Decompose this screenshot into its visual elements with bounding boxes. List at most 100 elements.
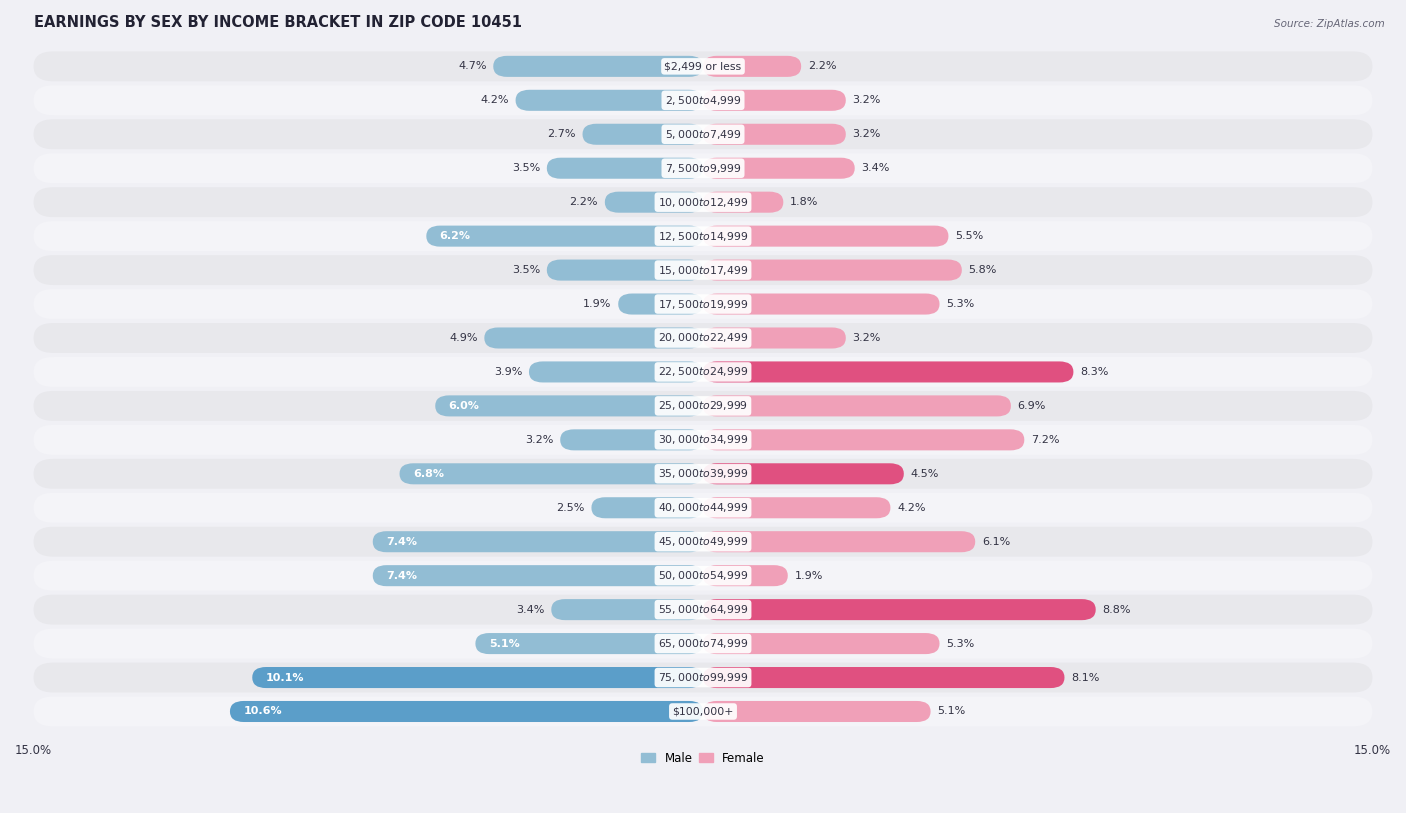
FancyBboxPatch shape [34, 459, 1372, 489]
Text: 2.5%: 2.5% [557, 502, 585, 513]
FancyBboxPatch shape [703, 192, 783, 213]
Text: 4.2%: 4.2% [897, 502, 925, 513]
Text: 4.9%: 4.9% [449, 333, 478, 343]
FancyBboxPatch shape [34, 391, 1372, 421]
Text: 5.3%: 5.3% [946, 638, 974, 649]
Text: $50,000 to $54,999: $50,000 to $54,999 [658, 569, 748, 582]
Text: 3.4%: 3.4% [516, 605, 544, 615]
FancyBboxPatch shape [703, 158, 855, 179]
Text: 3.2%: 3.2% [852, 129, 882, 139]
FancyBboxPatch shape [373, 565, 703, 586]
FancyBboxPatch shape [703, 531, 976, 552]
Text: 1.9%: 1.9% [794, 571, 823, 580]
Text: $2,499 or less: $2,499 or less [665, 61, 741, 72]
FancyBboxPatch shape [34, 255, 1372, 285]
FancyBboxPatch shape [34, 221, 1372, 251]
Text: 2.2%: 2.2% [808, 61, 837, 72]
FancyBboxPatch shape [34, 628, 1372, 659]
Text: $75,000 to $99,999: $75,000 to $99,999 [658, 671, 748, 684]
Text: 3.2%: 3.2% [852, 95, 882, 106]
Text: $5,000 to $7,499: $5,000 to $7,499 [665, 128, 741, 141]
FancyBboxPatch shape [34, 51, 1372, 81]
FancyBboxPatch shape [252, 667, 703, 688]
FancyBboxPatch shape [34, 85, 1372, 115]
Text: $30,000 to $34,999: $30,000 to $34,999 [658, 433, 748, 446]
Text: 6.1%: 6.1% [981, 537, 1010, 546]
Text: 5.5%: 5.5% [955, 231, 983, 241]
Text: $40,000 to $44,999: $40,000 to $44,999 [658, 502, 748, 515]
FancyBboxPatch shape [494, 56, 703, 77]
FancyBboxPatch shape [34, 493, 1372, 523]
Text: 4.2%: 4.2% [481, 95, 509, 106]
FancyBboxPatch shape [703, 56, 801, 77]
FancyBboxPatch shape [703, 599, 1095, 620]
FancyBboxPatch shape [34, 120, 1372, 150]
Text: EARNINGS BY SEX BY INCOME BRACKET IN ZIP CODE 10451: EARNINGS BY SEX BY INCOME BRACKET IN ZIP… [34, 15, 522, 30]
FancyBboxPatch shape [703, 89, 846, 111]
Text: 10.6%: 10.6% [243, 706, 283, 716]
FancyBboxPatch shape [34, 357, 1372, 387]
Text: 5.8%: 5.8% [969, 265, 997, 275]
FancyBboxPatch shape [703, 124, 846, 145]
FancyBboxPatch shape [34, 425, 1372, 454]
FancyBboxPatch shape [703, 259, 962, 280]
FancyBboxPatch shape [231, 701, 703, 722]
FancyBboxPatch shape [703, 498, 890, 518]
FancyBboxPatch shape [582, 124, 703, 145]
Text: 1.9%: 1.9% [583, 299, 612, 309]
FancyBboxPatch shape [34, 663, 1372, 693]
Text: 5.1%: 5.1% [489, 638, 520, 649]
FancyBboxPatch shape [703, 328, 846, 349]
Text: 6.2%: 6.2% [440, 231, 471, 241]
FancyBboxPatch shape [426, 225, 703, 246]
FancyBboxPatch shape [34, 187, 1372, 217]
FancyBboxPatch shape [605, 192, 703, 213]
FancyBboxPatch shape [703, 667, 1064, 688]
Text: $35,000 to $39,999: $35,000 to $39,999 [658, 467, 748, 480]
FancyBboxPatch shape [34, 594, 1372, 624]
FancyBboxPatch shape [516, 89, 703, 111]
FancyBboxPatch shape [703, 225, 949, 246]
Text: 3.4%: 3.4% [862, 163, 890, 173]
Text: $22,500 to $24,999: $22,500 to $24,999 [658, 365, 748, 378]
FancyBboxPatch shape [703, 701, 931, 722]
Text: $7,500 to $9,999: $7,500 to $9,999 [665, 162, 741, 175]
Text: 4.5%: 4.5% [911, 469, 939, 479]
FancyBboxPatch shape [475, 633, 703, 654]
Text: $15,000 to $17,499: $15,000 to $17,499 [658, 263, 748, 276]
FancyBboxPatch shape [703, 463, 904, 485]
FancyBboxPatch shape [547, 158, 703, 179]
FancyBboxPatch shape [399, 463, 703, 485]
FancyBboxPatch shape [34, 527, 1372, 557]
Text: $65,000 to $74,999: $65,000 to $74,999 [658, 637, 748, 650]
Text: 1.8%: 1.8% [790, 198, 818, 207]
Text: $25,000 to $29,999: $25,000 to $29,999 [658, 399, 748, 412]
Text: 3.5%: 3.5% [512, 265, 540, 275]
Text: $17,500 to $19,999: $17,500 to $19,999 [658, 298, 748, 311]
FancyBboxPatch shape [484, 328, 703, 349]
Text: 6.8%: 6.8% [413, 469, 444, 479]
FancyBboxPatch shape [703, 429, 1025, 450]
Text: 7.4%: 7.4% [387, 537, 418, 546]
Text: $55,000 to $64,999: $55,000 to $64,999 [658, 603, 748, 616]
FancyBboxPatch shape [34, 154, 1372, 183]
FancyBboxPatch shape [34, 561, 1372, 590]
FancyBboxPatch shape [619, 293, 703, 315]
Text: 3.2%: 3.2% [524, 435, 554, 445]
Text: 2.2%: 2.2% [569, 198, 598, 207]
Text: $45,000 to $49,999: $45,000 to $49,999 [658, 535, 748, 548]
FancyBboxPatch shape [34, 697, 1372, 727]
Text: $12,500 to $14,999: $12,500 to $14,999 [658, 229, 748, 242]
Text: 3.9%: 3.9% [494, 367, 522, 377]
FancyBboxPatch shape [547, 259, 703, 280]
Text: Source: ZipAtlas.com: Source: ZipAtlas.com [1274, 19, 1385, 28]
FancyBboxPatch shape [34, 323, 1372, 353]
Text: 4.7%: 4.7% [458, 61, 486, 72]
Text: $20,000 to $22,499: $20,000 to $22,499 [658, 332, 748, 345]
FancyBboxPatch shape [373, 531, 703, 552]
Text: 8.3%: 8.3% [1080, 367, 1108, 377]
Legend: Male, Female: Male, Female [637, 747, 769, 769]
FancyBboxPatch shape [703, 362, 1073, 382]
Text: 5.1%: 5.1% [938, 706, 966, 716]
Text: 8.8%: 8.8% [1102, 605, 1130, 615]
